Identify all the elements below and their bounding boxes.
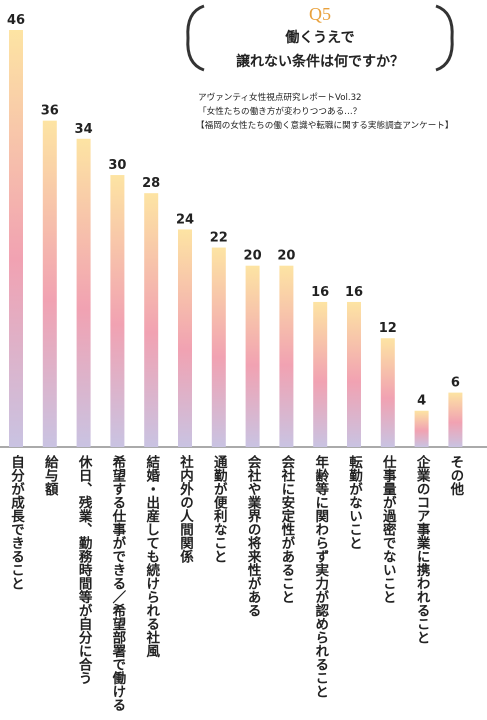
category-label: 転勤がないこと: [346, 454, 363, 550]
bar: [448, 392, 463, 447]
category-label: 給与額: [42, 454, 60, 497]
question-number: Q5: [309, 4, 331, 24]
bar: [178, 229, 192, 447]
bar: [42, 120, 57, 448]
category-label: 自分が成長できること: [8, 454, 25, 591]
category-label: 社内外の人間関係: [177, 454, 195, 565]
category-label: 通勤が便利なこと: [211, 455, 228, 564]
bar: [313, 301, 328, 447]
category-label: 休日、残業、勤務時間等が自分に合う: [76, 454, 94, 685]
bar: [380, 338, 395, 447]
value-label: 34: [75, 122, 93, 137]
bar: [279, 265, 294, 447]
category-label: 希望する仕事ができる／希望部署で働ける: [109, 454, 127, 712]
title-line: 働くうえで: [284, 29, 354, 46]
source-line: 【福岡の女性たちの働く意識や転職に関する実態調査アンケート】: [196, 119, 453, 131]
value-label: 46: [7, 13, 25, 28]
bar: [414, 410, 429, 447]
bar: [76, 138, 91, 448]
bar: [9, 30, 23, 447]
bar: [110, 175, 125, 448]
value-label: 24: [176, 212, 194, 227]
bar: [144, 193, 159, 447]
bracket-right: [435, 4, 454, 72]
category-label: 仕事量が過密でないこと: [380, 454, 398, 604]
value-label: 16: [345, 285, 363, 300]
value-label: 36: [41, 104, 59, 119]
value-label: 30: [108, 158, 126, 173]
bar: [245, 265, 260, 447]
category-label: 結婚・出産しても続けられる社風: [143, 454, 161, 659]
category-label: 会社に安定性があること: [278, 454, 296, 604]
bracket-left: [186, 4, 205, 72]
category-label: 会社や業界の将来性がある: [245, 454, 263, 618]
value-label: 28: [142, 176, 160, 191]
category-label: 企業のコア事業に携われること: [414, 454, 432, 645]
bar: [211, 247, 226, 447]
value-label: 16: [311, 285, 329, 300]
value-label: 6: [451, 376, 460, 391]
value-label: 20: [244, 249, 262, 264]
value-label: 4: [417, 394, 426, 409]
category-label: その他: [447, 455, 465, 497]
value-label: 22: [210, 231, 228, 246]
source-line: 「女性たちの働き方が変わりつつある…？: [198, 105, 361, 117]
source-line: アヴァンティ女性視点研究レポートVol.32: [198, 91, 362, 103]
bar: [347, 301, 361, 447]
title-line: 譲れない条件は何ですか？: [236, 53, 404, 70]
value-label: 20: [277, 249, 295, 264]
value-label: 12: [379, 321, 397, 336]
category-label: 年齢等に関わらず実力が認められること: [312, 454, 329, 699]
